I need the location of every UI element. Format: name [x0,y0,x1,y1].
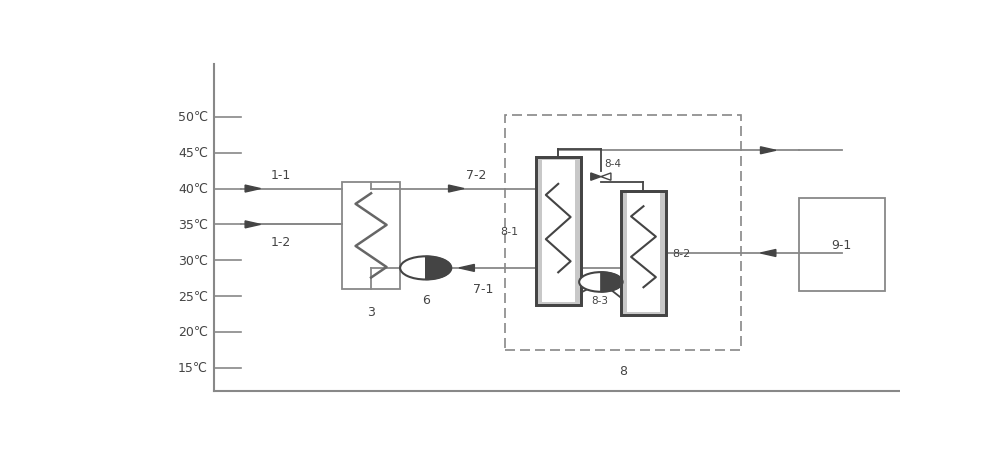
Text: 8-3: 8-3 [591,296,608,306]
Polygon shape [601,173,611,181]
Polygon shape [761,147,776,154]
Polygon shape [459,265,474,272]
Text: 8: 8 [619,364,627,377]
Text: 3: 3 [367,305,375,318]
Text: 1-1: 1-1 [271,168,291,182]
Text: 8-2: 8-2 [672,248,690,258]
Text: 20℃: 20℃ [178,326,208,339]
Text: 8-1: 8-1 [501,227,519,237]
Polygon shape [449,186,464,192]
Polygon shape [245,186,260,192]
Bar [621,191,666,316]
Polygon shape [426,257,451,280]
Text: 15℃: 15℃ [178,361,208,374]
Bar [799,198,885,291]
Bar [621,191,666,316]
Bar [536,158,581,305]
Circle shape [400,257,451,280]
Polygon shape [601,273,623,292]
Bar [536,158,581,305]
Bar [627,194,660,313]
Text: 7-2: 7-2 [466,168,487,182]
Text: 1-2: 1-2 [271,235,291,248]
Text: 8-4: 8-4 [605,158,622,168]
Text: 35℃: 35℃ [178,218,208,231]
Text: 30℃: 30℃ [178,254,208,267]
Text: 6: 6 [422,293,430,306]
Bar [342,182,400,289]
Text: 25℃: 25℃ [178,290,208,303]
Text: 7-1: 7-1 [473,282,493,295]
Polygon shape [591,173,601,181]
Polygon shape [761,250,776,257]
Text: 50℃: 50℃ [178,111,208,124]
Bar [542,161,575,302]
Text: 40℃: 40℃ [178,182,208,196]
Bar [505,116,741,351]
Text: 9-1: 9-1 [832,238,852,251]
Polygon shape [245,222,260,228]
Circle shape [579,273,623,292]
Text: 45℃: 45℃ [178,147,208,160]
